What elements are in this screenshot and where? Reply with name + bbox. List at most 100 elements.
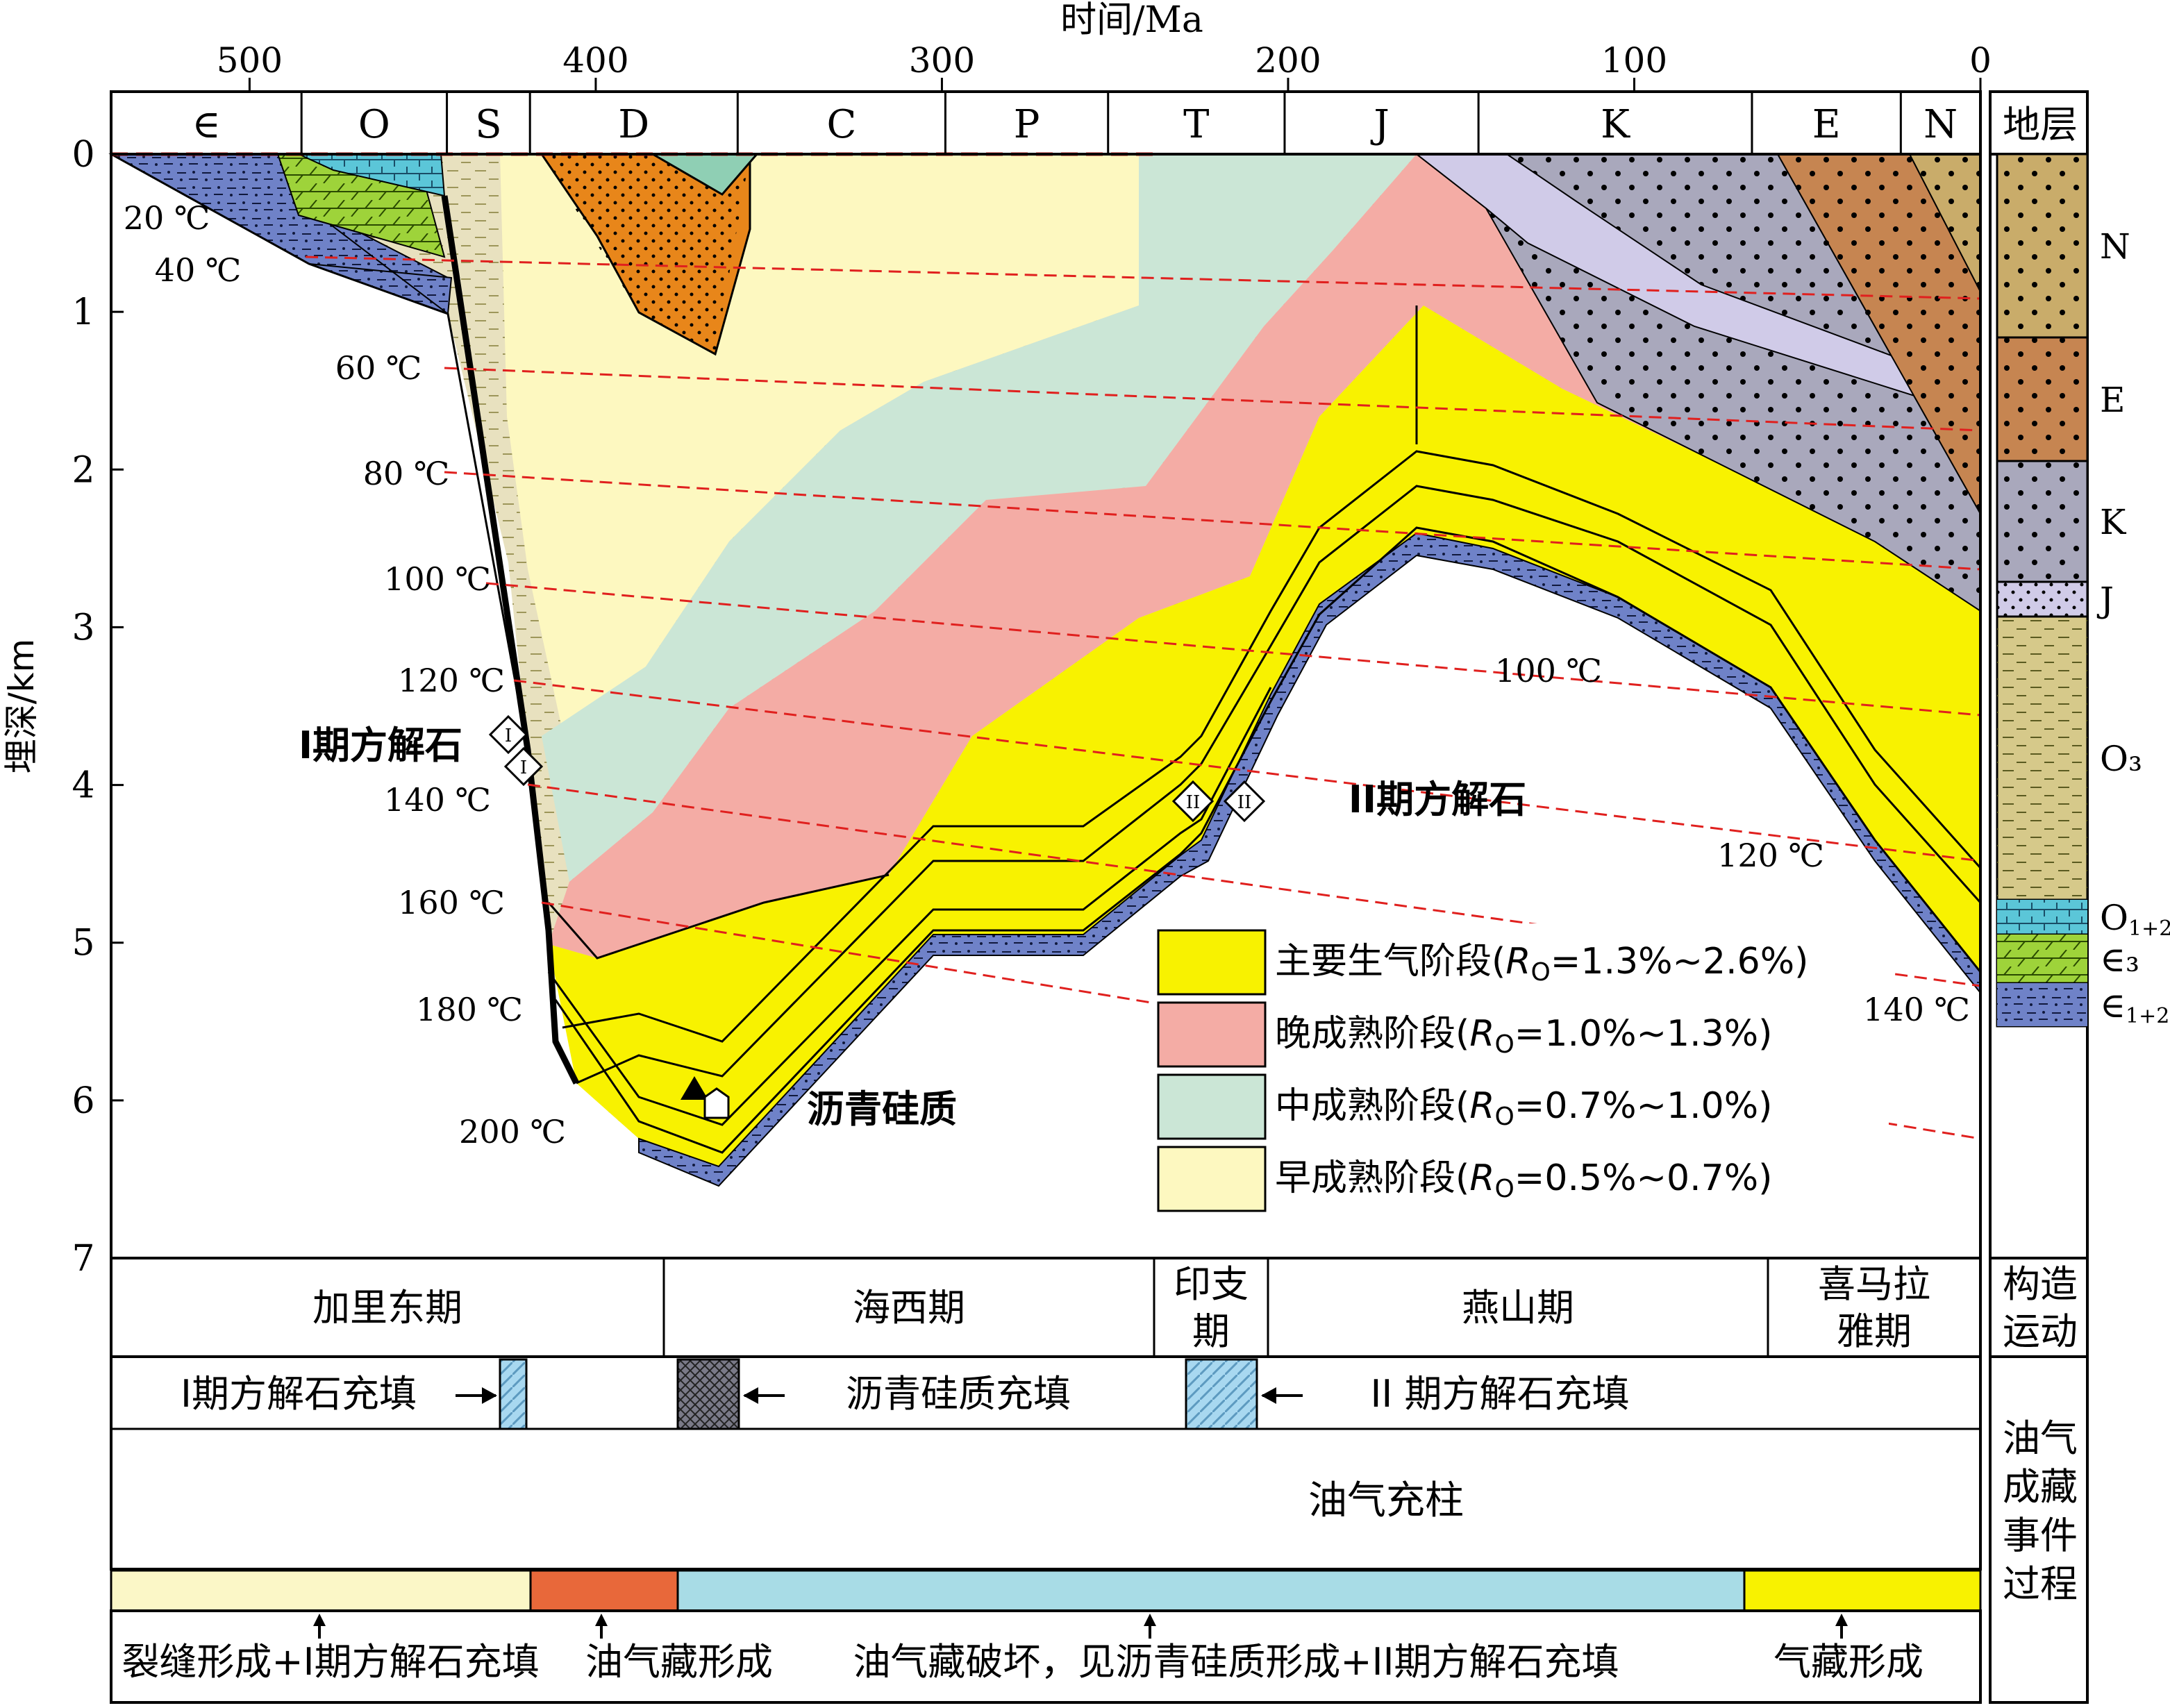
x-tick-label-200: 200 — [1255, 40, 1321, 81]
isotherm-label-2: 60 ℃ — [335, 349, 422, 387]
y-tick-label-3: 3 — [72, 607, 94, 648]
period-bar-frame — [110, 90, 1982, 156]
stage-label-2: 油气藏破坏，见沥青硅质形成+II期方解石充填 — [853, 1640, 1619, 1684]
isotherm-line-7 — [527, 783, 1981, 987]
devonian-dots — [542, 154, 750, 354]
strata-header: 地层 — [2003, 103, 2078, 146]
period-label-S: S — [475, 102, 501, 147]
isotherm-label-11: 120 ℃ — [1717, 837, 1824, 874]
period-label-N: N — [1923, 102, 1958, 147]
bitumen-fill-box — [676, 1358, 740, 1430]
isotherm-label-4: 100 ℃ — [384, 560, 491, 598]
y-axis-title: 埋深/km — [1, 639, 42, 774]
calcite-2-fill-box — [1185, 1358, 1258, 1430]
stage-arrowhead-0 — [313, 1614, 326, 1626]
isotherm-label-7: 160 ℃ — [398, 884, 505, 921]
isotherm-line-4 — [444, 471, 1981, 571]
period-label-T: T — [1183, 102, 1209, 147]
legend-swatch-2 — [1157, 1073, 1267, 1140]
calcite-1-marker-a-label: I — [505, 726, 512, 746]
strata-pattern-5 — [1997, 900, 2087, 935]
isotherm-line-5 — [485, 582, 1981, 717]
burial-curve-4 — [554, 526, 1982, 1154]
tectonic-label-4: 喜马拉 — [1818, 1262, 1930, 1306]
x-tick-label-300: 300 — [909, 40, 975, 81]
calcite-2-marker-b-label: II — [1237, 792, 1252, 813]
calcite-1-marker-b-label: I — [520, 757, 527, 778]
y-tick-label-6: 6 — [72, 1080, 94, 1122]
strata-pattern-0 — [1997, 154, 2087, 337]
period-label-D: D — [618, 102, 649, 147]
mid-maturity-zone — [542, 154, 1417, 882]
tectonic-header-2: 运动 — [2003, 1309, 2078, 1353]
stage-bar-2 — [676, 1569, 1746, 1612]
calcite-2-fill-label: II 期方解石充填 — [1370, 1372, 1629, 1416]
y-tick-label-1: 1 — [72, 292, 94, 333]
calcite-1-fill-box — [499, 1358, 528, 1430]
stage-arrowhead-1 — [595, 1614, 608, 1626]
stage-arrowhead-3 — [1835, 1614, 1848, 1626]
y-tick-label-2: 2 — [72, 449, 94, 491]
stage-label-3: 气藏形成 — [1773, 1640, 1923, 1684]
isotherm-line-3 — [444, 367, 1981, 432]
legend-background — [1153, 923, 1889, 1208]
strata-label-0: N — [2100, 226, 2130, 267]
bitumen-triangle-icon — [681, 1076, 708, 1100]
events-header-1: 成藏 — [2003, 1465, 2078, 1509]
e-dots — [1778, 154, 1980, 514]
strata-pattern-2 — [1997, 461, 2087, 582]
calcite-2-marker-a — [1171, 780, 1215, 823]
strata-pattern-3 — [1997, 582, 2087, 617]
tectonic-label-0: 加里东期 — [312, 1286, 462, 1330]
n-dots — [1910, 154, 1980, 292]
period-label-J: J — [1370, 102, 1389, 147]
tectonic-label2-2: 期 — [1192, 1309, 1230, 1353]
tectonic-label-2: 印支 — [1174, 1262, 1249, 1306]
tectonic-label-3: 燕山期 — [1462, 1286, 1574, 1330]
calcite-2-marker-a-label: II — [1186, 792, 1201, 813]
period-label-K: K — [1601, 102, 1630, 147]
stage-bar-3 — [1743, 1569, 1982, 1612]
x-tick-label-100: 100 — [1601, 40, 1667, 81]
y-tick-label-7: 7 — [72, 1238, 94, 1280]
legend-swatch-1 — [1157, 1001, 1267, 1068]
isotherm-label-12: 140 ℃ — [1863, 991, 1970, 1028]
calcite-2-annotation: II期方解石 — [1349, 778, 1526, 821]
bitumen-crystal-icon — [703, 1087, 730, 1119]
calcite-1-marker-a — [488, 714, 528, 755]
k-stratum-dots — [1417, 154, 1980, 611]
events-header-3: 过程 — [2003, 1562, 2078, 1606]
calcite-1-annotation: I期方解石 — [299, 723, 462, 767]
isotherm-label-10: 100 ℃ — [1495, 652, 1602, 689]
isotherm-label-6: 140 ℃ — [384, 781, 491, 819]
period-label-∈: ∈ — [192, 102, 220, 147]
stage-label-frame — [110, 1609, 1982, 1704]
bitumen-annotation: 沥青硅质 — [807, 1087, 957, 1131]
events-header-frame — [1989, 1355, 2089, 1704]
isotherm-label-3: 80 ℃ — [363, 455, 450, 492]
isotherm-line-6 — [513, 679, 1981, 862]
strata-label-2: K — [2100, 502, 2127, 542]
isotherm-label-8: 180 ℃ — [416, 991, 523, 1028]
legend-label-3: 早成熟阶段(RO=0.5%~0.7%) — [1275, 1157, 1772, 1203]
strata-pattern-7 — [1997, 983, 2087, 1026]
x-tick-label-500: 500 — [217, 40, 283, 81]
stage-bar-0 — [110, 1569, 532, 1612]
events-header-2: 事件 — [2003, 1514, 2078, 1557]
bitumen-fill-label: 沥青硅质充填 — [846, 1372, 1071, 1416]
x-tick-label-0: 0 — [1969, 40, 1992, 81]
bitumen-arrowhead — [743, 1387, 758, 1404]
calcite-1-arrowhead — [482, 1387, 497, 1404]
legend-label-1: 晚成熟阶段(RO=1.0%~1.3%) — [1275, 1013, 1772, 1059]
period-label-E: E — [1812, 102, 1841, 147]
period-label-C: C — [826, 102, 856, 147]
legend-label-0: 主要生气阶段(RO=1.3%~2.6%) — [1275, 941, 1808, 987]
tectonic-header-frame — [1989, 1257, 2089, 1358]
burial-curve-6 — [562, 450, 1982, 1043]
burial-curve-2 — [547, 873, 890, 960]
calcite-1-fill-label: I期方解石充填 — [181, 1372, 417, 1416]
strata-label-5: O1+2 — [2100, 898, 2170, 941]
legend-swatch-0 — [1157, 929, 1267, 996]
strata-label-7: ∈1+2 — [2100, 985, 2169, 1028]
strata-pattern-6 — [1997, 935, 2087, 983]
